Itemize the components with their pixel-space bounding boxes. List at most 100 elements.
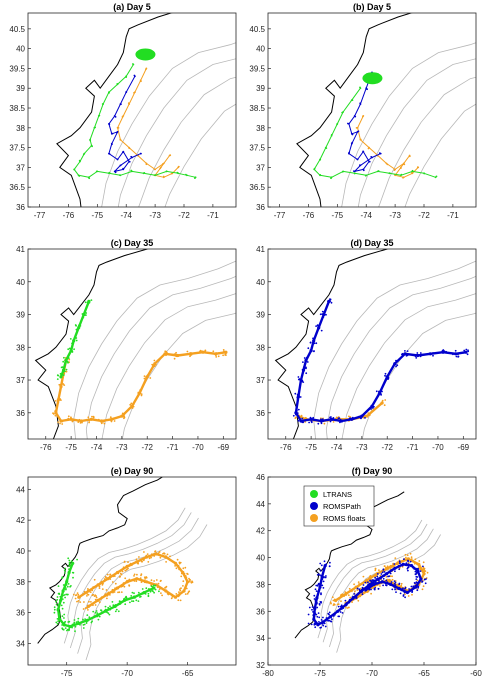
particle [351, 590, 353, 593]
particle [165, 170, 168, 173]
particle [161, 594, 164, 597]
particle [82, 627, 85, 629]
particle [62, 383, 65, 385]
particle [296, 393, 299, 396]
particle [84, 301, 87, 304]
particle [140, 581, 143, 583]
particle [68, 559, 71, 562]
particle [185, 173, 187, 176]
particle [297, 376, 300, 378]
particle [88, 419, 91, 422]
particle [414, 584, 417, 587]
y-tick-label: 36 [16, 609, 25, 618]
particle [419, 355, 422, 358]
particle [405, 556, 407, 559]
particle [93, 578, 96, 581]
particle [93, 615, 96, 617]
particle [141, 560, 143, 563]
particle [165, 555, 167, 557]
series-ltrans [73, 48, 197, 180]
x-tick-label: -72 [141, 443, 153, 452]
particle [332, 421, 335, 423]
particle [175, 563, 178, 566]
particle [127, 102, 130, 105]
particle [351, 99, 354, 101]
particle [417, 585, 420, 588]
particle [315, 602, 318, 605]
x-tick-label: -65 [182, 669, 194, 678]
particle [341, 608, 343, 610]
particle [416, 352, 419, 354]
particle [345, 594, 347, 596]
particle [382, 584, 384, 587]
y-tick-label: 38 [256, 343, 265, 352]
particle [59, 376, 62, 379]
particle [131, 591, 134, 594]
axis-ticks: -77 -76 -75 -74 -73 -72 -71 36 36.5 37 37.5 38 38.5 3… [9, 25, 219, 220]
particle [190, 352, 192, 354]
particle [74, 597, 77, 600]
particle [121, 116, 124, 118]
particle [307, 347, 310, 350]
particle [355, 127, 358, 129]
particle [69, 350, 72, 352]
particle [349, 596, 352, 599]
particle [424, 570, 427, 572]
particle [114, 116, 117, 118]
particle [366, 585, 369, 588]
particle [98, 585, 101, 588]
release-patch [135, 48, 156, 61]
particle [310, 349, 313, 352]
particle [70, 417, 72, 420]
particle [64, 370, 66, 373]
data-point [154, 552, 158, 556]
particle [145, 68, 147, 71]
particle [382, 577, 385, 580]
particle [190, 354, 193, 356]
series-track [54, 351, 227, 423]
particle [373, 405, 375, 408]
particle [133, 592, 135, 595]
panel-title: (b) Day 5 [353, 2, 391, 12]
particle [352, 588, 355, 591]
particle [171, 593, 173, 596]
particle [312, 611, 314, 613]
particle [83, 623, 86, 626]
particle [309, 341, 312, 344]
particle [132, 405, 135, 408]
particle [103, 578, 106, 580]
isobath-line [317, 519, 423, 639]
particle [73, 168, 76, 171]
particle [145, 576, 148, 578]
particle [406, 554, 409, 557]
particle [82, 618, 84, 621]
data-point [385, 572, 389, 576]
particle [125, 568, 128, 571]
particle [76, 558, 78, 561]
particle [378, 569, 380, 572]
particle [379, 571, 382, 574]
particle [180, 587, 182, 590]
particle [339, 421, 341, 424]
y-tick-label: 34 [16, 639, 25, 648]
particle [299, 419, 302, 421]
particle [415, 354, 418, 357]
particle [341, 612, 344, 614]
particle [422, 568, 425, 570]
particle [403, 558, 405, 561]
particle [182, 585, 184, 587]
particle [308, 421, 310, 424]
y-tick-label: 41 [256, 245, 265, 254]
particle [296, 409, 298, 412]
data-point [409, 564, 414, 568]
particle [60, 619, 63, 622]
particle [117, 127, 120, 129]
particle [186, 350, 189, 353]
x-tick-label: -69 [218, 443, 230, 452]
particle [136, 573, 138, 576]
particle [374, 569, 377, 572]
series-track [117, 68, 179, 178]
particle [114, 604, 117, 606]
particle [61, 624, 63, 626]
particle [297, 408, 300, 411]
